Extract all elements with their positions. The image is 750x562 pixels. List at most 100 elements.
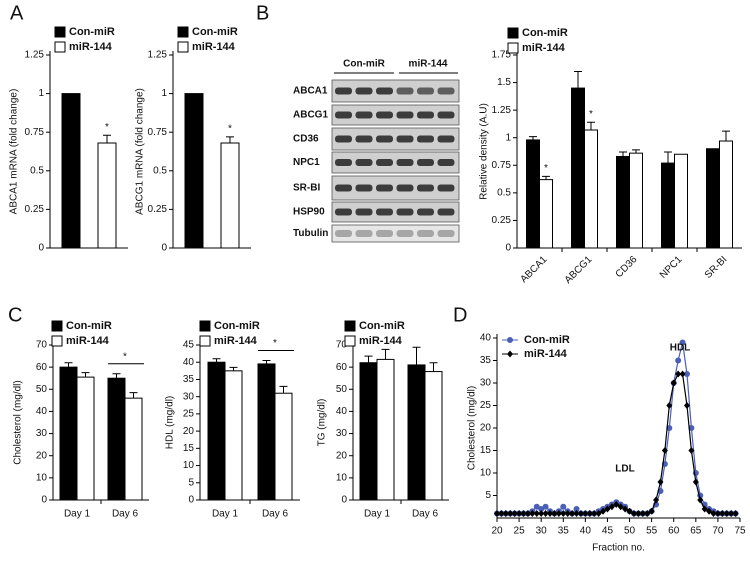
- point: [639, 510, 646, 517]
- blot-band: [437, 159, 455, 166]
- point: [697, 496, 704, 504]
- point: [582, 510, 589, 517]
- blot-band: [437, 184, 455, 192]
- x-tick-label: 50: [624, 526, 636, 537]
- point: [542, 503, 549, 510]
- legend-label: miR-144: [214, 335, 258, 347]
- significance-star: *: [228, 123, 232, 134]
- legend-swatch: [177, 26, 189, 38]
- y-tick-label: 0.25: [148, 204, 168, 215]
- blot-band: [355, 208, 373, 216]
- legend-label: Con-miR: [359, 320, 405, 332]
- x-tick-label: 55: [646, 526, 658, 537]
- y-axis-label: Cholesterol (mg/dl): [13, 380, 24, 464]
- bar: [424, 371, 443, 501]
- x-tick-label: Day 6: [112, 509, 139, 520]
- x-tick-label: SR-BI: [703, 254, 730, 281]
- legend-label: Con-miR: [69, 26, 115, 38]
- blot-band: [417, 184, 434, 192]
- legend-label: Con-miR: [522, 27, 568, 39]
- blot-row-label: NPC1: [293, 157, 320, 168]
- point: [683, 402, 690, 409]
- blot-band: [355, 159, 373, 166]
- point: [533, 510, 540, 517]
- y-tick-label: 35: [480, 355, 492, 366]
- blot-band: [417, 87, 434, 95]
- point: [644, 510, 651, 517]
- blot-band: [417, 208, 434, 216]
- x-axis-label: Fraction no.: [592, 543, 645, 554]
- point: [714, 510, 721, 517]
- legend-swatch: [199, 320, 211, 332]
- legend-swatch: [51, 335, 63, 347]
- y-tick-label: 25: [480, 400, 492, 411]
- y-axis-label: Cholesterol (mg/dl): [467, 386, 478, 470]
- y-tick-label: 45: [183, 340, 195, 351]
- point: [551, 510, 558, 517]
- error-bar: [103, 134, 111, 144]
- blot-row-label: ABCG1: [293, 110, 328, 121]
- point: [728, 510, 735, 517]
- blot-band: [396, 208, 414, 216]
- series-line: [497, 342, 736, 515]
- y-tick-label: 70: [336, 340, 348, 351]
- point: [613, 501, 620, 508]
- point: [706, 507, 713, 515]
- y-axis-label: HDL (mg/dl): [165, 396, 176, 450]
- point: [542, 510, 549, 517]
- blot-band: [335, 135, 352, 143]
- point: [547, 510, 554, 517]
- y-tick-label: 1.25: [25, 50, 45, 61]
- y-tick-label: 35: [183, 374, 195, 385]
- y-tick-label: 1.75: [492, 50, 512, 61]
- y-tick-label: 60: [36, 362, 48, 373]
- point: [675, 370, 682, 378]
- blot-band: [437, 230, 455, 237]
- point: [529, 510, 536, 517]
- error-bar: [722, 130, 730, 142]
- x-tick-label: Day 1: [64, 509, 91, 520]
- y-axis-label: TG (mg/dl): [317, 399, 328, 447]
- legend-label: Con-miR: [524, 334, 570, 346]
- legend-marker: [507, 337, 513, 343]
- error-bar: [619, 151, 627, 157]
- blot-band: [376, 87, 393, 95]
- point: [679, 370, 686, 378]
- bar: [539, 179, 553, 249]
- y-tick-label: 1.25: [148, 50, 168, 61]
- point: [630, 510, 637, 517]
- legend-label: Con-miR: [214, 320, 260, 332]
- point: [560, 503, 567, 510]
- blot-band: [335, 230, 352, 237]
- x-tick-label: 30: [536, 526, 548, 537]
- bar: [376, 358, 395, 501]
- point: [507, 510, 514, 517]
- point: [661, 447, 668, 454]
- blot-strip: [331, 201, 460, 223]
- legend-label: miR-144: [66, 335, 110, 347]
- blot-row-label: SR-BI: [293, 183, 320, 194]
- point: [679, 339, 686, 346]
- significance-star: *: [589, 109, 593, 120]
- blot-strip: [331, 151, 460, 174]
- blot-band: [417, 159, 434, 166]
- blot-row-label: CD36: [293, 134, 319, 145]
- bar: [719, 140, 733, 249]
- point: [569, 510, 576, 517]
- blot-band: [355, 111, 373, 119]
- blot-band: [376, 159, 393, 166]
- point: [595, 510, 602, 517]
- legend-label: Con-miR: [66, 320, 112, 332]
- point: [555, 510, 562, 517]
- point: [653, 496, 660, 504]
- legend-label: miR-144: [69, 41, 113, 53]
- y-tick-label: 0.75: [492, 160, 512, 171]
- legend-swatch: [54, 26, 66, 38]
- error-bar: [574, 71, 582, 89]
- blot-row-label: ABCA1: [293, 86, 328, 97]
- y-tick-label: 5: [485, 490, 491, 501]
- point: [732, 510, 739, 517]
- y-tick-label: 1.25: [492, 105, 512, 116]
- x-tick-label: NPC1: [658, 254, 685, 281]
- error-bar: [279, 385, 288, 394]
